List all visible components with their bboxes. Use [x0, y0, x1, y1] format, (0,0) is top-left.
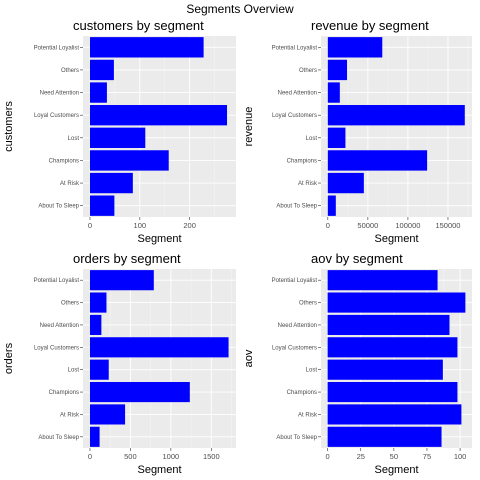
panel-title: customers by segment: [73, 18, 204, 33]
y-tick-label: Need Attention: [278, 323, 317, 329]
x-tick-label: 0: [88, 452, 92, 461]
y-tick-label: Others: [299, 68, 317, 74]
bar-lost: [89, 359, 109, 380]
bar-about-to-sleep: [89, 195, 115, 216]
y-tick-label: About To Sleep: [38, 204, 79, 210]
panel-title: orders by segment: [73, 251, 181, 266]
chart-panel-3: About To Sleep At Risk Champions Lost Loyal …: [3, 251, 236, 476]
y-tick-label: At Risk: [60, 412, 80, 418]
y-tick-label: Champions: [287, 158, 317, 164]
bar-champions: [89, 150, 169, 171]
y-tick-label: About To Sleep: [38, 435, 79, 441]
bar-loyal-customers: [327, 105, 465, 126]
y-tick-label: Potential Loyalist: [34, 278, 80, 284]
y-tick-label: Potential Loyalist: [272, 45, 318, 51]
bar-lost: [89, 127, 146, 148]
x-tick-label: 75: [423, 452, 431, 461]
chart-panel-2: About To Sleep At Risk Champions Lost Loyal …: [243, 18, 472, 245]
y-tick-label: Champions: [49, 158, 79, 164]
y-tick-label: Lost: [68, 368, 80, 374]
x-tick-label: 25: [357, 452, 365, 461]
y-axis-title: orders: [3, 342, 15, 374]
y-tick-label: About To Sleep: [276, 204, 317, 210]
x-tick-label: 100: [134, 221, 147, 230]
y-tick-label: Lost: [306, 368, 318, 374]
y-axis-title: customers: [3, 101, 15, 152]
bar-lost: [327, 359, 443, 380]
x-tick-label: 1500: [203, 452, 220, 461]
x-tick-label: 200: [183, 221, 196, 230]
y-tick-label: Champions: [287, 390, 317, 396]
y-tick-label: Loyal Customers: [272, 113, 317, 119]
x-axis-title: Segment: [137, 233, 181, 245]
y-tick-label: Potential Loyalist: [34, 45, 80, 51]
bar-at-risk: [89, 404, 126, 425]
y-tick-label: At Risk: [298, 412, 318, 418]
x-tick-label: 50: [390, 452, 398, 461]
y-tick-label: About To Sleep: [276, 435, 317, 441]
bar-potential-loyalist: [89, 37, 204, 58]
bar-others: [89, 59, 114, 81]
bar-lost: [327, 127, 346, 148]
chart-panel-1: About To Sleep At Risk Champions Lost Loyal …: [3, 18, 236, 245]
y-tick-label: Lost: [306, 136, 318, 142]
bar-about-to-sleep: [89, 426, 100, 447]
x-tick-label: 500: [124, 452, 137, 461]
bar-need-attention: [89, 82, 107, 103]
x-tick-label: 100000: [395, 221, 420, 230]
y-tick-label: Potential Loyalist: [272, 278, 318, 284]
y-tick-label: Need Attention: [40, 91, 79, 97]
x-axis-title: Segment: [137, 464, 181, 476]
bar-loyal-customers: [327, 337, 458, 358]
y-tick-label: Loyal Customers: [34, 113, 79, 119]
bar-others: [89, 292, 107, 313]
y-tick-label: Others: [61, 68, 79, 74]
chart-panel-4: About To Sleep At Risk Champions Lost Loyal …: [243, 251, 472, 476]
bar-loyal-customers: [89, 105, 228, 126]
y-tick-label: Others: [61, 301, 79, 307]
bar-potential-loyalist: [327, 270, 438, 291]
y-axis-title: aov: [243, 349, 255, 367]
y-tick-label: Loyal Customers: [34, 345, 79, 351]
bar-need-attention: [327, 314, 450, 336]
bar-need-attention: [89, 314, 102, 336]
x-tick-label: 0: [88, 221, 92, 230]
bar-at-risk: [327, 172, 364, 194]
x-axis-title: Segment: [374, 233, 418, 245]
bar-others: [327, 292, 466, 313]
y-tick-label: Need Attention: [40, 323, 79, 329]
panel-title: revenue by segment: [311, 18, 429, 33]
bar-champions: [89, 381, 190, 403]
bar-need-attention: [327, 82, 340, 103]
y-axis-title: revenue: [243, 107, 255, 147]
y-tick-label: Loyal Customers: [272, 345, 317, 351]
page-title: Segments Overview: [186, 2, 294, 16]
x-tick-label: 150000: [435, 221, 460, 230]
bar-champions: [327, 150, 428, 171]
x-tick-label: 50000: [357, 221, 378, 230]
x-tick-label: 0: [326, 221, 330, 230]
bar-about-to-sleep: [327, 195, 336, 216]
y-tick-label: At Risk: [60, 181, 80, 187]
bar-about-to-sleep: [327, 426, 442, 447]
bar-at-risk: [327, 404, 462, 425]
bar-champions: [327, 381, 458, 403]
bar-potential-loyalist: [327, 37, 383, 58]
y-tick-label: Lost: [68, 136, 80, 142]
y-tick-label: At Risk: [298, 181, 318, 187]
x-tick-label: 100: [454, 452, 467, 461]
bar-loyal-customers: [89, 337, 229, 358]
bar-at-risk: [89, 172, 133, 194]
y-tick-label: Need Attention: [278, 91, 317, 97]
x-axis-title: Segment: [374, 464, 418, 476]
y-tick-label: Others: [299, 301, 317, 307]
bar-others: [327, 59, 348, 81]
bar-potential-loyalist: [89, 270, 154, 291]
x-tick-label: 0: [326, 452, 330, 461]
y-tick-label: Champions: [49, 390, 79, 396]
x-tick-label: 1000: [163, 452, 180, 461]
panel-title: aov by segment: [311, 251, 403, 266]
